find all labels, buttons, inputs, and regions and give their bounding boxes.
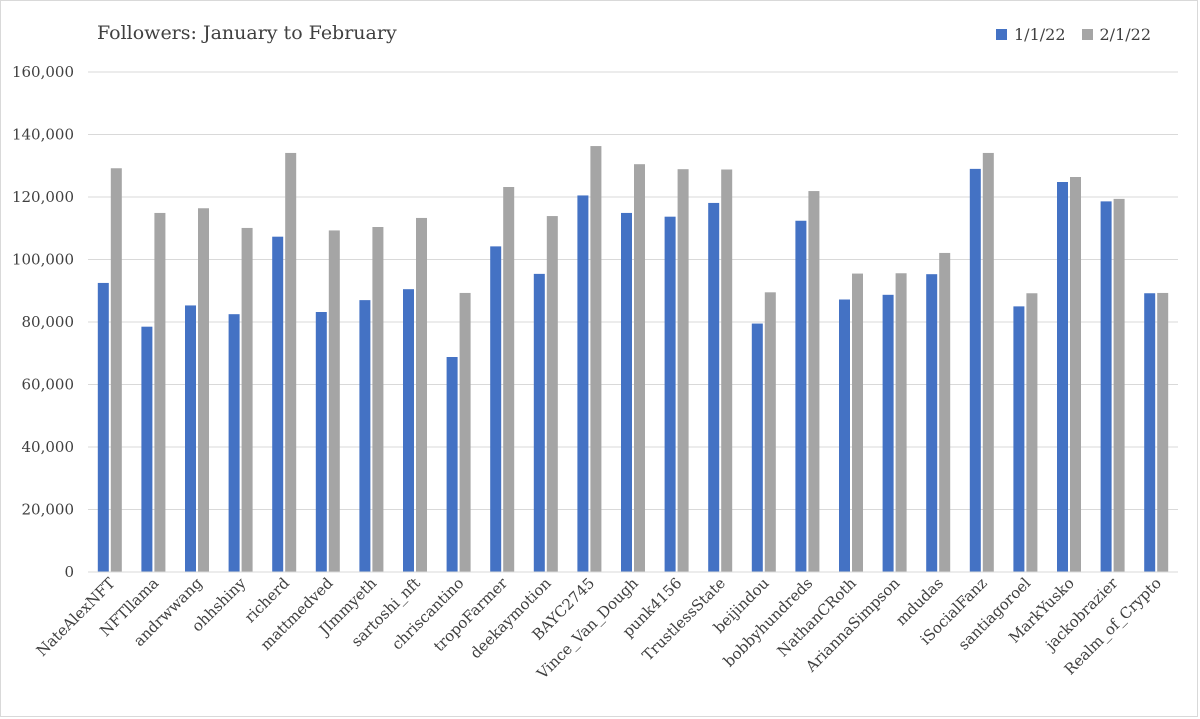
bar-andrwwang-series-2	[198, 208, 209, 572]
legend: 1/1/22 2/1/22	[996, 25, 1151, 44]
bar-beijindou-series-2	[764, 292, 776, 572]
bar-santiagoroel-series-2	[1026, 293, 1038, 572]
bar-MarkYusko-series-1	[1057, 182, 1068, 572]
bar-NathanCRoth-series-1	[839, 299, 850, 572]
legend-swatch-series-2	[1081, 29, 1093, 40]
bar-ohhshiny-series-1	[228, 314, 240, 572]
bar-MarkYusko-series-2	[1070, 177, 1081, 572]
bar-NathanCRoth-series-2	[852, 273, 863, 572]
bar-JImmyeth-series-1	[359, 300, 371, 572]
bar-jackobrazier-series-1	[1100, 201, 1112, 572]
bar-chriscantino-series-1	[446, 357, 458, 572]
bar-JImmyeth-series-2	[372, 227, 384, 572]
bar-Realm_of_Crypto-series-1	[1144, 293, 1156, 572]
bar-mdudas-series-1	[926, 274, 938, 572]
bar-tropoFarmer-series-1	[490, 246, 502, 572]
bar-Vince_Van_Dough-series-1	[621, 212, 632, 572]
legend-item-series-2: 2/1/22	[1081, 25, 1152, 44]
bar-tropoFarmer-series-2	[503, 187, 515, 572]
bar-iSocialFanz-series-2	[982, 152, 994, 572]
bar-AriannaSimpson-series-1	[882, 294, 894, 572]
bar-TrustlessState-series-1	[708, 202, 720, 572]
bar-NFTllama-series-2	[154, 212, 166, 572]
legend-label-series-1: 1/1/22	[1014, 25, 1066, 44]
y-tick-label: 100,000	[12, 251, 74, 269]
bar-beijindou-series-1	[751, 323, 763, 572]
bar-chriscantino-series-2	[459, 292, 471, 572]
y-tick-label: 40,000	[22, 438, 75, 456]
y-tick-label: 60,000	[22, 376, 75, 394]
bar-deekaymotion-series-2	[546, 216, 558, 572]
bar-Vince_Van_Dough-series-2	[634, 164, 645, 572]
bar-richerd-series-2	[285, 152, 297, 572]
bar-BAYC2745-series-2	[590, 146, 602, 572]
bar-BAYC2745-series-1	[577, 195, 589, 572]
bar-NFTllama-series-1	[141, 326, 153, 572]
bar-TrustlessState-series-2	[721, 169, 733, 572]
bar-bobbyhundreds-series-2	[808, 191, 820, 572]
bar-jackobrazier-series-2	[1113, 198, 1125, 572]
bar-deekaymotion-series-1	[533, 273, 545, 572]
bar-sartoshi_nft-series-2	[416, 217, 427, 572]
legend-label-series-2: 2/1/22	[1099, 25, 1152, 44]
bar-punk4156-series-2	[677, 169, 689, 572]
bar-bobbyhundreds-series-1	[795, 220, 807, 572]
bar-santiagoroel-series-1	[1013, 306, 1025, 572]
legend-swatch-series-1	[996, 29, 1007, 40]
bar-mattmedved-series-2	[328, 230, 340, 572]
bar-andrwwang-series-1	[185, 305, 196, 572]
bar-sartoshi_nft-series-1	[403, 289, 414, 572]
bar-AriannaSimpson-series-2	[895, 273, 907, 572]
bar-Realm_of_Crypto-series-2	[1157, 292, 1169, 572]
bar-NateAlexNFT-series-1	[97, 282, 109, 572]
bar-mattmedved-series-1	[315, 312, 327, 572]
y-tick-label: 20,000	[22, 501, 75, 519]
chart-title: Followers: January to February	[97, 22, 397, 44]
y-tick-label: 160,000	[12, 63, 74, 81]
y-tick-label: 140,000	[12, 126, 74, 144]
bar-mdudas-series-2	[939, 252, 951, 572]
y-tick-label: 120,000	[12, 188, 74, 206]
legend-item-series-1: 1/1/22	[996, 25, 1066, 44]
y-tick-label: 80,000	[22, 313, 75, 331]
bar-punk4156-series-1	[664, 216, 676, 572]
bar-iSocialFanz-series-1	[969, 168, 981, 572]
bar-ohhshiny-series-2	[241, 227, 253, 572]
bar-NateAlexNFT-series-2	[110, 168, 122, 572]
y-tick-label: 0	[64, 563, 74, 581]
bar-richerd-series-1	[272, 236, 284, 572]
